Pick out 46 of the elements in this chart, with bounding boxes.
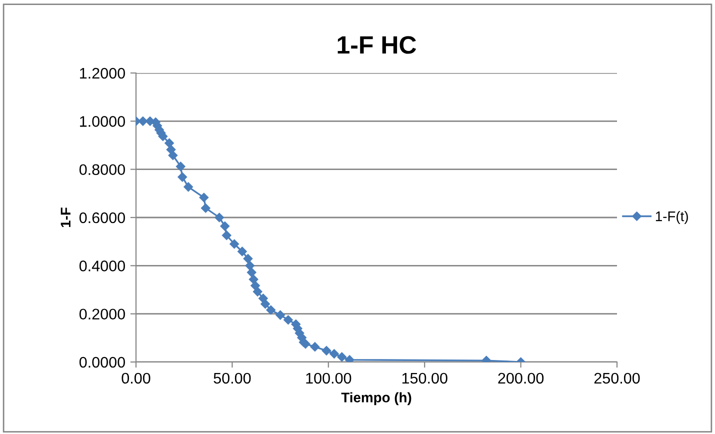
point: [330, 349, 339, 358]
point: [252, 287, 262, 296]
point: [344, 355, 354, 362]
point: [238, 246, 247, 256]
y-tick-label: 0.6000: [79, 212, 125, 224]
point: [222, 230, 232, 240]
y-tick-label: 1.0000: [80, 116, 125, 127]
point: [245, 261, 255, 270]
point: [184, 182, 193, 192]
x-tick-label: 200.00: [498, 372, 544, 384]
point: [248, 274, 258, 284]
point: [220, 222, 230, 231]
y-tick-label: 0.0000: [79, 356, 125, 368]
point: [164, 138, 174, 148]
point: [168, 150, 178, 160]
point: [138, 116, 148, 126]
x-tick-label: 50.00: [214, 372, 251, 384]
point: [284, 315, 293, 324]
x-tick-label: 150.00: [402, 372, 448, 384]
point: [310, 342, 320, 352]
point: [276, 310, 285, 320]
point: [322, 346, 332, 356]
point: [176, 162, 186, 172]
legend-label: 1-F(t): [656, 211, 688, 224]
x-tick-label: 250.00: [594, 372, 640, 384]
point: [266, 305, 276, 315]
point: [214, 212, 224, 222]
point: [337, 352, 346, 362]
y-tick-label: 0.2000: [79, 308, 125, 320]
point: [243, 254, 253, 264]
point: [201, 203, 210, 213]
point: [230, 239, 239, 249]
point: [260, 299, 270, 309]
y-axis-title: 1-F: [60, 208, 70, 228]
x-tick-label: 0.00: [122, 372, 150, 384]
y-tick-label: 0.8000: [79, 164, 125, 176]
y-tick-label: 1.2000: [80, 68, 125, 79]
point: [178, 172, 187, 182]
point: [247, 268, 256, 278]
point: [258, 294, 268, 304]
point: [250, 281, 260, 290]
y-tick-label: 0.4000: [79, 260, 125, 272]
x-axis-title: Tiempo (h): [341, 392, 412, 406]
x-tick-label: 100.00: [306, 372, 352, 384]
chart-title: 1-F HC: [338, 36, 416, 54]
point: [199, 192, 209, 202]
